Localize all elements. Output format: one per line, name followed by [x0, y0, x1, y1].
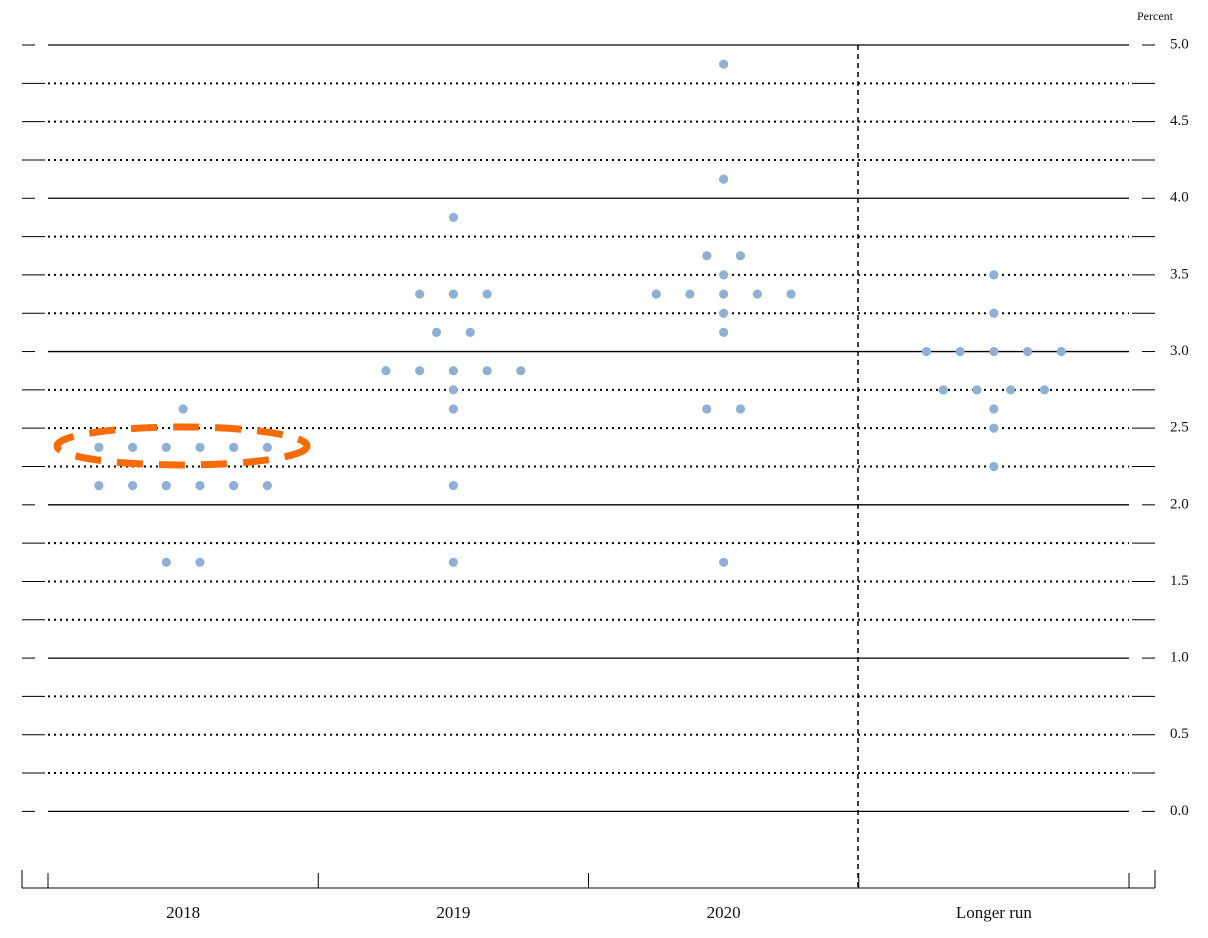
dot — [195, 442, 205, 452]
x-tick-label: Longer run — [956, 903, 1033, 922]
dot — [719, 270, 729, 280]
dot — [262, 442, 272, 452]
y-tick-label: 0.0 — [1170, 803, 1189, 819]
y-tick-label: 2.0 — [1170, 496, 1189, 512]
dot — [516, 366, 526, 376]
dot — [955, 346, 965, 357]
dot — [685, 289, 695, 299]
y-tick-label: 2.5 — [1170, 420, 1189, 436]
y-tick-label: 0.5 — [1170, 726, 1189, 742]
dots — [94, 59, 1066, 567]
dot — [94, 442, 104, 452]
dot — [719, 289, 729, 299]
dot — [415, 289, 425, 299]
dot — [719, 308, 729, 318]
dot — [381, 366, 391, 376]
y-tick-label: 3.0 — [1170, 343, 1189, 359]
dot — [448, 366, 458, 376]
dot — [651, 289, 661, 299]
dot — [786, 289, 796, 299]
dot — [161, 557, 171, 567]
dot — [989, 308, 999, 318]
dot — [195, 481, 205, 491]
dot — [127, 481, 138, 491]
y-tick-label: 1.0 — [1170, 650, 1189, 666]
highlight-ellipse — [53, 423, 311, 469]
dot — [989, 404, 999, 414]
dot — [94, 481, 104, 491]
dot — [719, 557, 729, 567]
dot — [448, 481, 458, 491]
dot — [719, 174, 729, 184]
y-tick-label: 1.5 — [1170, 573, 1189, 589]
dot — [735, 404, 746, 414]
dot — [1056, 346, 1066, 357]
dot — [735, 251, 746, 261]
dot — [972, 385, 982, 395]
dot — [719, 59, 729, 69]
dot — [262, 481, 272, 491]
dot — [161, 442, 171, 452]
dot — [1022, 346, 1033, 357]
dot — [752, 289, 762, 299]
dot — [178, 404, 188, 414]
dot — [989, 461, 999, 472]
dot — [448, 385, 458, 395]
dot — [702, 251, 712, 261]
dot — [431, 327, 442, 337]
dot — [702, 404, 712, 414]
dot — [127, 442, 138, 452]
dot — [229, 481, 239, 491]
dot — [415, 366, 425, 376]
y-axis-label: Percent — [1137, 9, 1174, 23]
dot — [161, 481, 171, 491]
dot — [195, 557, 205, 567]
x-tick-label: 2020 — [707, 903, 741, 922]
y-tick-label: 4.0 — [1170, 190, 1189, 206]
x-tick-label: 2018 — [166, 903, 200, 922]
dot — [465, 327, 475, 337]
dot — [448, 289, 458, 299]
y-tick-label: 3.5 — [1170, 266, 1189, 282]
dot — [448, 212, 458, 223]
y-tick-label: 4.5 — [1170, 113, 1189, 129]
dot — [1039, 385, 1050, 395]
dot — [989, 346, 999, 357]
dot — [989, 423, 999, 433]
dot — [448, 404, 458, 414]
dot — [482, 289, 492, 299]
dot — [448, 557, 458, 567]
dot — [921, 346, 932, 357]
dot — [229, 442, 239, 452]
y-tick-label: 5.0 — [1170, 36, 1189, 52]
dot — [989, 270, 999, 280]
x-tick-label: 2019 — [436, 903, 470, 922]
dot — [938, 385, 948, 395]
dot — [719, 327, 729, 337]
dot — [1006, 385, 1016, 395]
dot — [482, 366, 492, 376]
